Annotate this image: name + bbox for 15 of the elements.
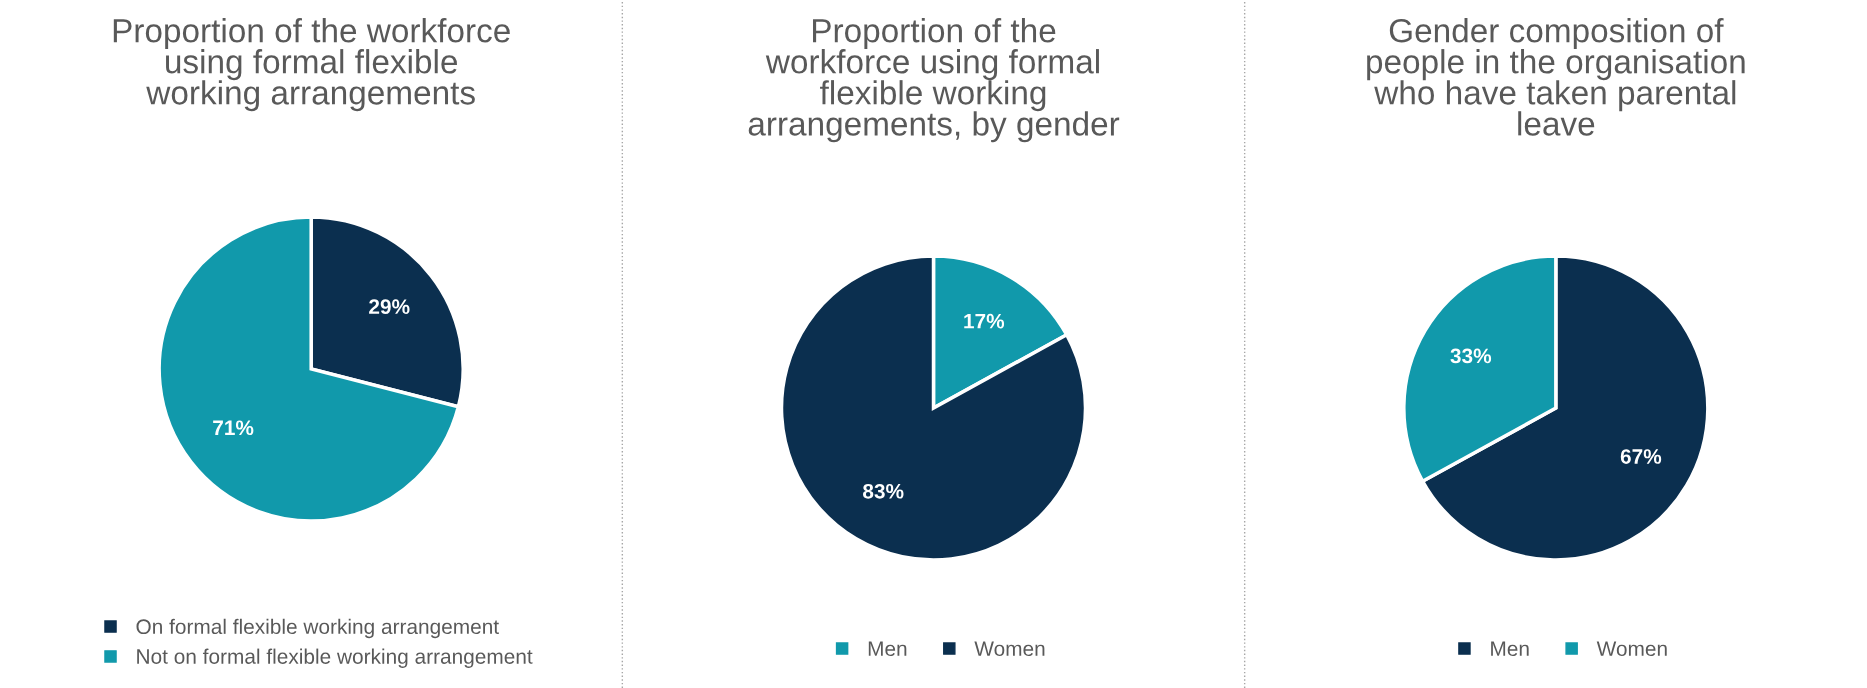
legend-label: Women xyxy=(1596,641,1667,657)
data-label: 29% xyxy=(369,299,410,315)
data-label: 71% xyxy=(213,420,254,436)
legend-label: Men xyxy=(868,641,907,657)
data-label: 83% xyxy=(863,483,904,499)
chart-title: Proportion of the workforce using formal flexible working arrangements xyxy=(113,18,510,112)
data-label: 17% xyxy=(964,313,1005,329)
legend-label: Not on formal flexible working arrangement xyxy=(137,648,533,669)
chart-title: Gender composition of people in the organisation who have taken parental leave xyxy=(1367,18,1745,136)
data-label: 67% xyxy=(1620,449,1662,464)
data-label: 33% xyxy=(1450,348,1492,364)
legend-label: On formal flexible working arrangement xyxy=(136,618,499,639)
legend-label: Men xyxy=(1491,641,1529,657)
chart-title: Proportion of the workforce using formal flexible working arrangements, by gender xyxy=(748,18,1120,143)
legend-label: Women xyxy=(974,641,1045,657)
